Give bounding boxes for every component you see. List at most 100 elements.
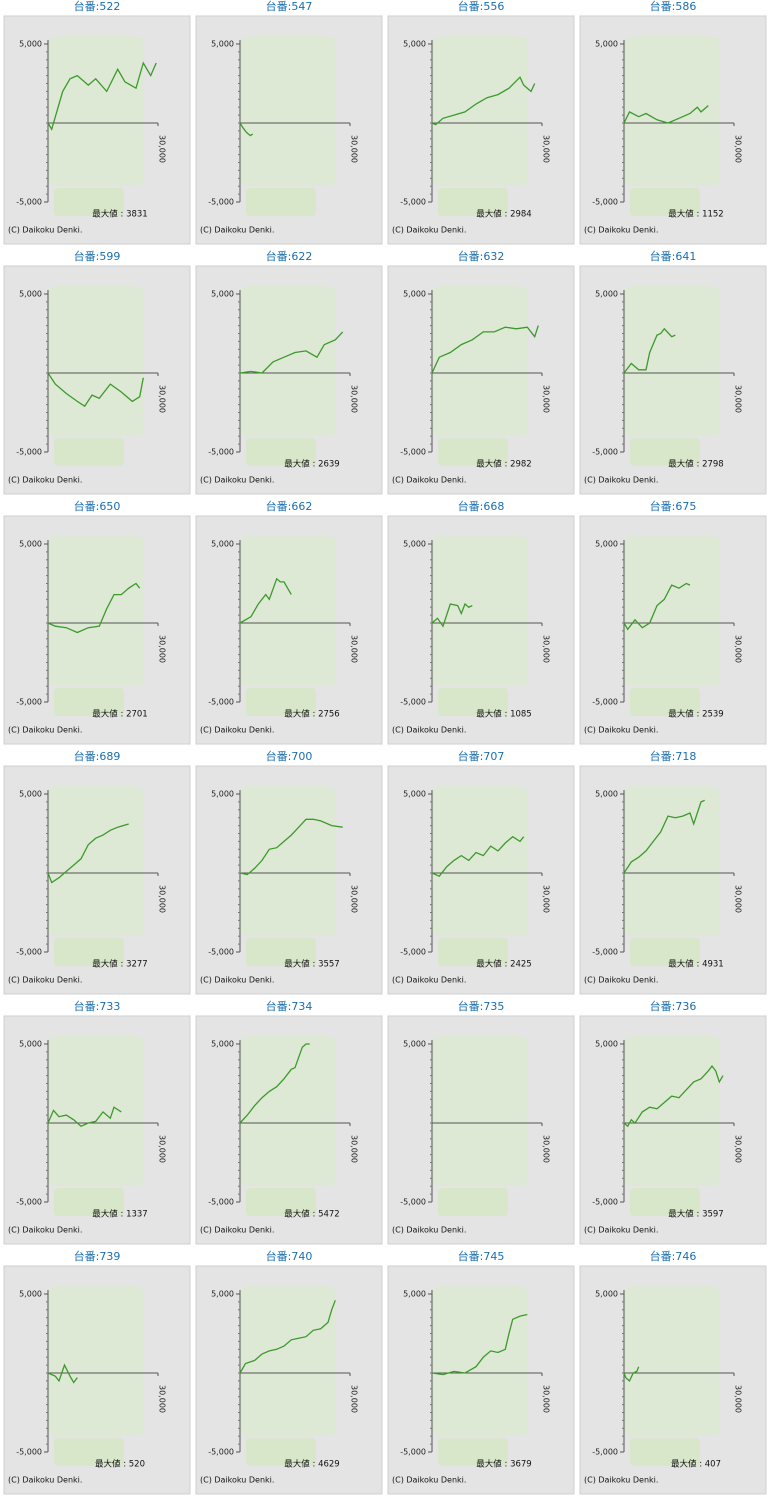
background-decoration [48, 1036, 144, 1186]
background-decoration [630, 188, 700, 216]
data-line [47, 582, 141, 634]
background-decoration [432, 1036, 528, 1186]
x-tick-label: 30,000 [542, 135, 551, 163]
y-tick-label: 5,000 [211, 40, 234, 49]
max-value: 最大値 : 1337 [92, 1209, 147, 1220]
background-decoration [630, 1188, 700, 1216]
x-tick-label: 30,000 [734, 385, 743, 413]
background-decoration [48, 36, 144, 186]
background-decoration [630, 938, 700, 966]
y-tick-label: -5,000 [400, 198, 426, 207]
y-tick-label: 5,000 [595, 790, 618, 799]
y-tick-label: -5,000 [400, 1448, 426, 1457]
chart-title: 台番:632 [458, 249, 505, 263]
credit: (C) Daikoku Denki. [392, 726, 466, 735]
background-decoration [48, 536, 144, 686]
x-tick-label: 30,000 [734, 1135, 743, 1163]
x-tick-label: 30,000 [158, 385, 167, 413]
y-tick-label: -5,000 [592, 448, 618, 457]
data-line [431, 602, 473, 628]
background-decoration [624, 536, 720, 686]
background-decoration [624, 786, 720, 936]
background-decoration [48, 1286, 144, 1436]
data-line [47, 823, 129, 884]
y-tick-label: 5,000 [595, 1040, 618, 1049]
chart-title: 台番:556 [458, 0, 505, 13]
credit: (C) Daikoku Denki. [584, 1476, 658, 1485]
credit: (C) Daikoku Denki. [584, 1226, 658, 1235]
y-tick-label: -5,000 [400, 948, 426, 957]
y-tick-label: 5,000 [19, 1040, 42, 1049]
background-decoration [624, 36, 720, 186]
chart-title: 台番:586 [650, 0, 697, 13]
x-tick-label: 30,000 [350, 135, 359, 163]
x-tick-label: 30,000 [350, 885, 359, 913]
chart-title: 台番:622 [266, 249, 313, 263]
data-line [239, 122, 254, 137]
max-value: 最大値 : 2756 [284, 709, 339, 720]
chart-title: 台番:739 [74, 1249, 121, 1263]
data-line [431, 1313, 528, 1376]
credit: (C) Daikoku Denki. [584, 226, 658, 235]
background-decoration [240, 786, 336, 936]
credit: (C) Daikoku Denki. [392, 476, 466, 485]
credit: (C) Daikoku Denki. [8, 1476, 82, 1485]
background-decoration [54, 688, 124, 716]
background-decoration [438, 688, 508, 716]
credit: (C) Daikoku Denki. [8, 226, 82, 235]
x-tick-label: 30,000 [350, 1135, 359, 1163]
y-tick-label: -5,000 [16, 698, 42, 707]
data-line [239, 1300, 336, 1374]
x-tick-label: 30,000 [734, 885, 743, 913]
x-tick-label: 30,000 [542, 885, 551, 913]
max-value: 最大値 : 3597 [668, 1209, 723, 1220]
x-tick-label: 30,000 [158, 885, 167, 913]
data-line [623, 582, 691, 631]
y-tick-label: 5,000 [403, 790, 426, 799]
background-decoration [246, 938, 316, 966]
x-tick-label: 30,000 [542, 385, 551, 413]
y-tick-label: -5,000 [208, 198, 234, 207]
chart-title: 台番:522 [74, 0, 121, 13]
max-value: 最大値 : 3557 [284, 959, 339, 970]
data-line [623, 327, 676, 374]
chart-title: 台番:733 [74, 999, 121, 1013]
y-tick-label: -5,000 [400, 448, 426, 457]
max-value: 最大値 : 1085 [476, 709, 531, 720]
background-decoration [624, 286, 720, 436]
y-tick-label: 5,000 [211, 540, 234, 549]
background-decoration [54, 1188, 124, 1216]
y-tick-label: 5,000 [595, 40, 618, 49]
credit: (C) Daikoku Denki. [200, 726, 274, 735]
y-tick-label: -5,000 [592, 698, 618, 707]
credit: (C) Daikoku Denki. [392, 976, 466, 985]
x-tick-label: 30,000 [158, 635, 167, 663]
background-decoration [432, 536, 528, 686]
y-tick-label: -5,000 [16, 198, 42, 207]
max-value: 最大値 : 5472 [284, 1209, 339, 1220]
data-line [431, 76, 536, 126]
credit: (C) Daikoku Denki. [8, 476, 82, 485]
x-tick-label: 30,000 [734, 1385, 743, 1413]
background-decoration [630, 438, 700, 466]
y-tick-label: -5,000 [592, 198, 618, 207]
data-line [623, 799, 705, 874]
y-tick-label: 5,000 [211, 290, 234, 299]
y-tick-label: -5,000 [208, 1198, 234, 1207]
y-tick-label: 5,000 [211, 1290, 234, 1299]
chart-title: 台番:718 [650, 749, 697, 763]
chart-title: 台番:641 [650, 249, 697, 263]
chart-title: 台番:707 [458, 749, 505, 763]
y-tick-label: 5,000 [595, 540, 618, 549]
credit: (C) Daikoku Denki. [392, 1226, 466, 1235]
credit: (C) Daikoku Denki. [8, 1226, 82, 1235]
max-value: 最大値 : 2984 [476, 209, 531, 220]
y-tick-label: 5,000 [403, 40, 426, 49]
background-decoration [624, 1036, 720, 1186]
y-tick-label: 5,000 [595, 290, 618, 299]
max-value: 最大値 : 2798 [668, 459, 723, 470]
x-tick-label: 30,000 [542, 635, 551, 663]
y-tick-label: -5,000 [592, 948, 618, 957]
background-decoration [438, 1188, 508, 1216]
background-decoration [624, 1286, 720, 1436]
